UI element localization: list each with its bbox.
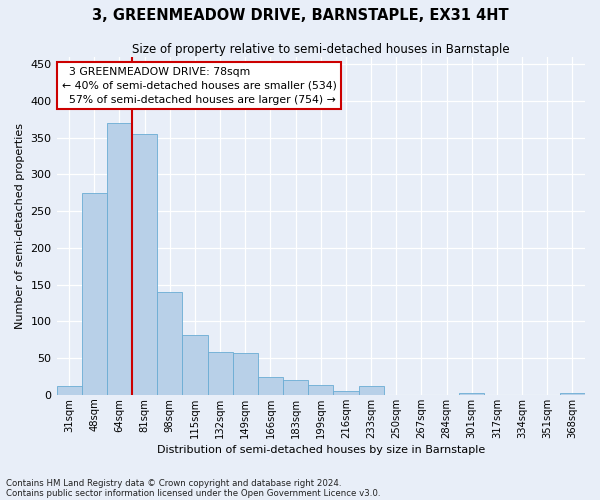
Bar [107, 123, 132, 395]
Bar [132, 134, 157, 395]
Bar [359, 386, 383, 395]
Bar [56, 386, 82, 395]
Text: Contains HM Land Registry data © Crown copyright and database right 2024.: Contains HM Land Registry data © Crown c… [6, 478, 341, 488]
Text: 3, GREENMEADOW DRIVE, BARNSTAPLE, EX31 4HT: 3, GREENMEADOW DRIVE, BARNSTAPLE, EX31 4… [92, 8, 508, 22]
Bar [560, 392, 585, 395]
X-axis label: Distribution of semi-detached houses by size in Barnstaple: Distribution of semi-detached houses by … [157, 445, 485, 455]
Bar [233, 353, 258, 395]
Bar [182, 334, 208, 395]
Title: Size of property relative to semi-detached houses in Barnstaple: Size of property relative to semi-detach… [132, 42, 509, 56]
Bar [208, 352, 233, 395]
Bar [283, 380, 308, 395]
Bar [82, 192, 107, 395]
Text: Contains public sector information licensed under the Open Government Licence v3: Contains public sector information licen… [6, 488, 380, 498]
Bar [308, 384, 334, 395]
Bar [334, 391, 359, 395]
Bar [258, 376, 283, 395]
Y-axis label: Number of semi-detached properties: Number of semi-detached properties [15, 123, 25, 329]
Text: 3 GREENMEADOW DRIVE: 78sqm
← 40% of semi-detached houses are smaller (534)
  57%: 3 GREENMEADOW DRIVE: 78sqm ← 40% of semi… [62, 67, 337, 105]
Bar [157, 292, 182, 395]
Bar [459, 392, 484, 395]
